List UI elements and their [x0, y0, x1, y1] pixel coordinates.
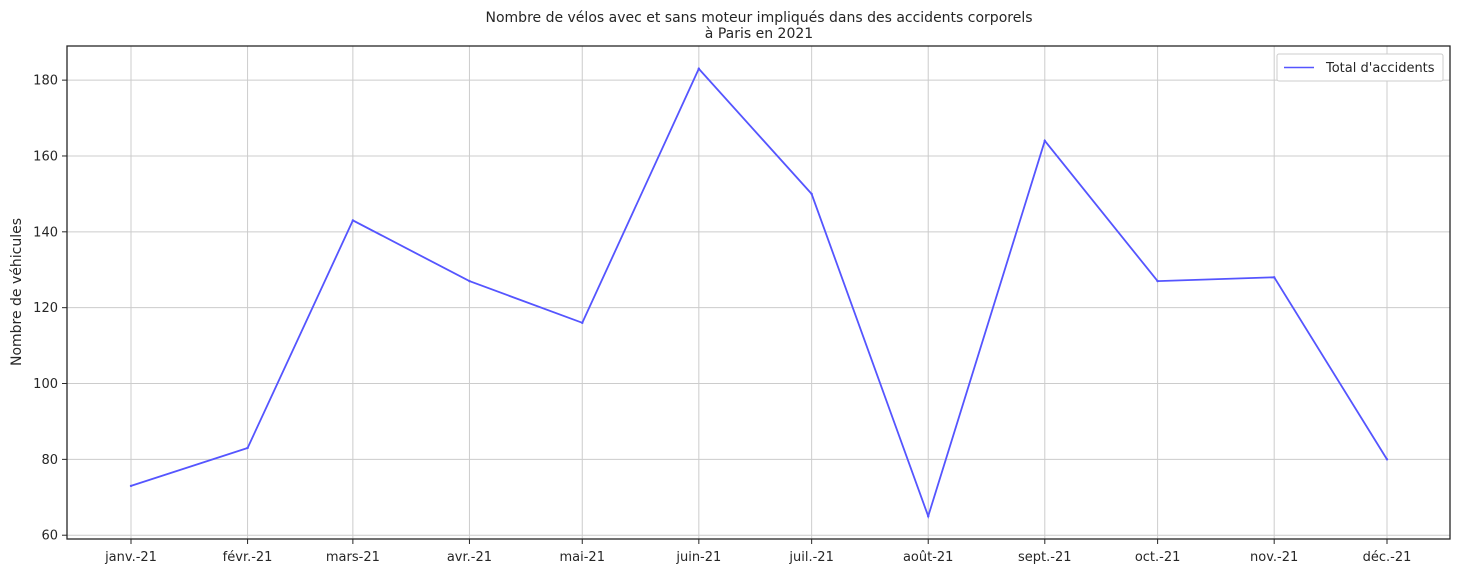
data-point [1272, 276, 1276, 279]
x-tick-label: juin-21 [675, 550, 721, 565]
grid [67, 46, 1450, 539]
y-tick-label: 100 [33, 377, 58, 392]
x-tick-label: mars-21 [326, 550, 380, 565]
y-tick-label: 180 [33, 74, 58, 89]
y-tick-label: 60 [41, 529, 58, 544]
chart-title: Nombre de vélos avec et sans moteur impl… [486, 10, 1033, 26]
data-point [810, 192, 813, 196]
y-tick-label: 140 [33, 225, 58, 240]
x-tick-label: oct.-21 [1135, 550, 1181, 565]
x-tick-label: mai-21 [560, 550, 605, 565]
data-point [351, 219, 355, 222]
data-point [581, 321, 584, 325]
data-point [697, 67, 701, 70]
x-tick-label: juil.-21 [788, 550, 833, 565]
legend: Total d'accidents [1276, 53, 1444, 82]
data-point [468, 279, 471, 283]
x-tick-label: sept.-21 [1018, 550, 1072, 565]
plot-frame [66, 45, 1451, 540]
data-point [246, 446, 249, 450]
y-tick-label: 120 [33, 301, 58, 316]
x-tick-label: janv.-21 [104, 550, 157, 565]
chart-subtitle: à Paris en 2021 [705, 26, 813, 42]
y-tick-label: 160 [33, 149, 58, 164]
x-tick-label: août-21 [903, 550, 954, 565]
x-tick-label: févr.-21 [223, 550, 273, 565]
y-tick-label: 80 [41, 453, 58, 468]
axes: 60 80 100 120 140 160 180 janv.-21 févr.-21 mars-… [33, 45, 1451, 565]
y-axis-label: Nombre de véhicules [9, 218, 25, 366]
data-point [1156, 279, 1159, 283]
x-tick-label: déc.-21 [1363, 550, 1412, 565]
legend-box [1276, 53, 1444, 82]
data-point [927, 515, 930, 518]
legend-label: Total d'accidents [1325, 61, 1435, 76]
data-point [1043, 139, 1046, 143]
series-layer [129, 67, 1389, 520]
data-point [129, 484, 133, 488]
x-tick-label: avr.-21 [447, 550, 492, 565]
series-line [130, 67, 1388, 520]
data-point [1385, 458, 1389, 461]
x-tick-label: nov.-21 [1250, 550, 1298, 565]
